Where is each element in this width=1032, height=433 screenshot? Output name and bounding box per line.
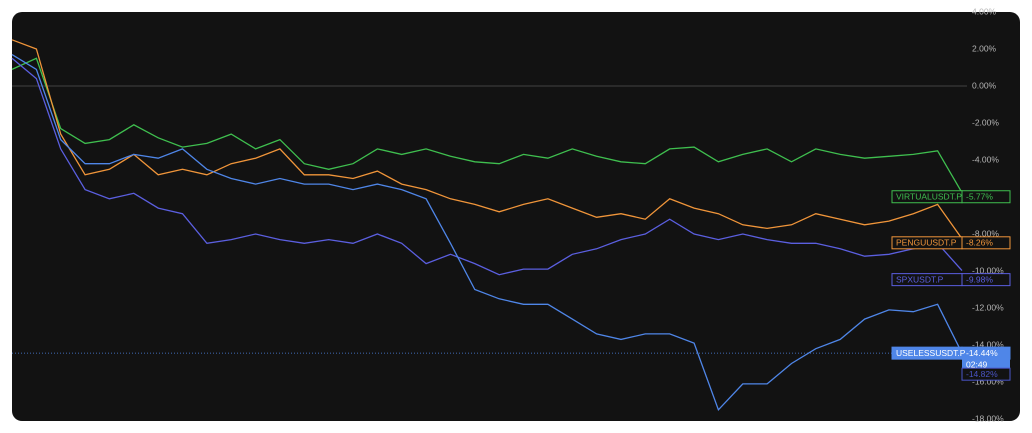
series-line [11,57,963,276]
y-tick-label: -14.00% [972,339,1004,349]
value-box [961,367,1011,381]
name-box [891,236,963,250]
y-tick-label: 4.00% [972,6,997,16]
price-label: -14.44%USELESSUSDT.P [891,346,1011,360]
name-label: VIRTUALUSDT.P [896,191,962,201]
price-label: -8.26% PENGUUSDT.P [891,236,1011,250]
price-label: -9.98% SPXUSDT.P [891,273,1011,287]
countdown: 02:49 [966,359,988,369]
chart-panel [12,12,1020,421]
name-label: SPXUSDT.P [896,274,944,284]
y-tick-label: -2.00% [972,117,999,127]
y-tick-label: 2.00% [972,43,997,53]
name-box [891,190,963,204]
value-label: -9.98% [966,274,993,284]
value-label: -14.44% [966,348,998,358]
series-line [11,39,963,240]
value-label: -5.77% [966,191,993,201]
price-label: -14.82% [961,367,1011,381]
y-tick-label: -10.00% [972,265,1004,275]
value-label: -14.82% [966,369,998,379]
y-tick-label: -8.00% [972,228,999,238]
y-tick-label: 0.00% [972,80,997,90]
y-tick-label: -18.00% [972,413,1004,423]
y-tick-label: -12.00% [972,302,1004,312]
countdown-box [962,359,1010,371]
name-label: PENGUUSDT.P [896,238,957,248]
name-box [891,346,963,360]
value-label: -8.26% [966,238,993,248]
y-tick-label: -16.00% [972,376,1004,386]
y-tick-label: -4.00% [972,154,999,164]
series-line [11,57,963,194]
price-label: -5.77% VIRTUALUSDT.P [891,190,1011,204]
name-label: USELESSUSDT.P [896,348,966,358]
name-box [891,273,963,287]
series-line [11,54,963,412]
